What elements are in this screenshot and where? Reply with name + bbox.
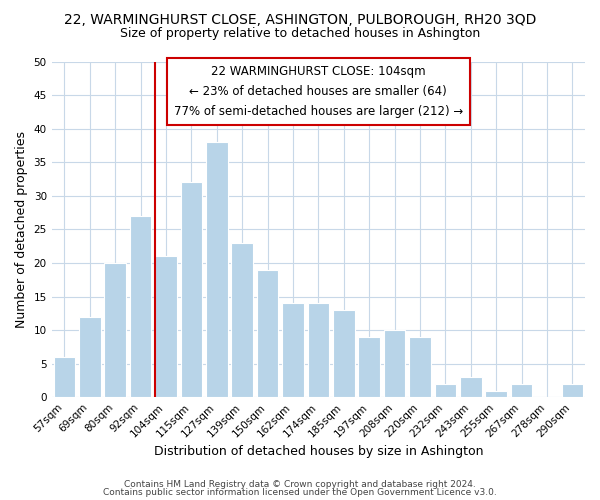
Bar [434,384,456,397]
Y-axis label: Number of detached properties: Number of detached properties [15,131,28,328]
Bar [511,384,532,397]
Text: Contains public sector information licensed under the Open Government Licence v3: Contains public sector information licen… [103,488,497,497]
Bar [257,270,278,397]
Bar [130,216,151,397]
Text: 22, WARMINGHURST CLOSE, ASHINGTON, PULBOROUGH, RH20 3QD: 22, WARMINGHURST CLOSE, ASHINGTON, PULBO… [64,12,536,26]
Bar [460,377,482,397]
Bar [308,303,329,397]
Bar [181,182,202,397]
Bar [282,303,304,397]
Bar [206,142,227,397]
Bar [232,243,253,397]
Text: Contains HM Land Registry data © Crown copyright and database right 2024.: Contains HM Land Registry data © Crown c… [124,480,476,489]
Bar [562,384,583,397]
Bar [79,316,101,397]
X-axis label: Distribution of detached houses by size in Ashington: Distribution of detached houses by size … [154,444,483,458]
Bar [333,310,355,397]
Text: 22 WARMINGHURST CLOSE: 104sqm
← 23% of detached houses are smaller (64)
77% of s: 22 WARMINGHURST CLOSE: 104sqm ← 23% of d… [174,65,463,118]
Bar [104,263,126,397]
Bar [155,256,177,397]
Bar [384,330,406,397]
Bar [53,357,75,397]
Text: Size of property relative to detached houses in Ashington: Size of property relative to detached ho… [120,28,480,40]
Bar [485,390,507,397]
Bar [409,337,431,397]
Bar [358,337,380,397]
